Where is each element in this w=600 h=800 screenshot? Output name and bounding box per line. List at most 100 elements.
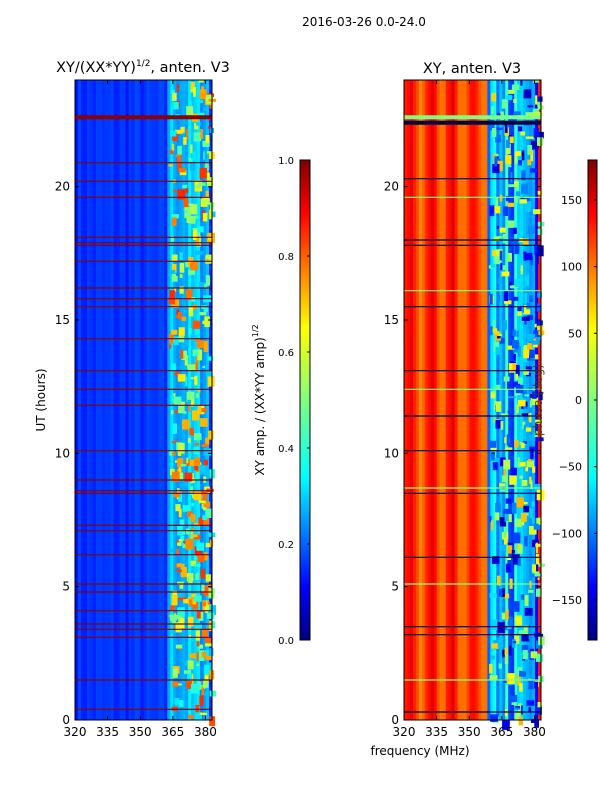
phase-channel-column — [469, 80, 473, 720]
phase-speckle — [535, 706, 542, 715]
phase-speckle — [520, 80, 523, 86]
phase-speckle — [495, 420, 504, 429]
amp-speckle — [194, 555, 197, 561]
amp-speckle — [199, 167, 207, 179]
amp-speckle — [195, 250, 204, 255]
phase-speckle — [529, 572, 538, 578]
phase-speckle — [499, 589, 503, 597]
phase-speckle — [523, 251, 527, 261]
phase-speckle — [523, 369, 529, 375]
amp-speckle — [181, 337, 190, 347]
amp-colorbar-tick-label: 0.0 — [278, 636, 294, 647]
amp-speckle — [184, 355, 188, 366]
phase-speckle — [489, 516, 492, 522]
amp-speckle — [170, 363, 177, 372]
amp-speckle — [168, 548, 173, 553]
phase-speckle — [530, 397, 539, 406]
phase-x-tick-label: 320 — [393, 725, 416, 739]
phase-speckle — [511, 502, 517, 514]
amp-channel-column — [104, 80, 109, 720]
phase-speckle — [505, 143, 511, 155]
amp-speckle — [204, 316, 210, 328]
amp-speckle — [173, 189, 177, 193]
phase-speckle — [503, 526, 507, 538]
amp-speckle — [194, 712, 202, 720]
amp-speckle — [181, 365, 188, 370]
phase-speckle — [507, 379, 514, 390]
phase-colorbar-tick-label: 150 — [561, 194, 582, 207]
amp-channel-column — [110, 80, 115, 720]
amp-speckle — [202, 107, 207, 111]
amp-speckle — [187, 364, 196, 371]
amp-speckle — [191, 683, 199, 694]
phase-speckle — [536, 303, 541, 312]
phase-speckle — [514, 195, 519, 203]
amp-speckle — [170, 614, 178, 621]
phase-speckle — [504, 447, 513, 450]
amp-speckle — [178, 168, 186, 173]
phase-speckle — [512, 363, 517, 371]
amp-speckle — [185, 203, 194, 206]
phase-speckle — [503, 625, 509, 631]
amp-speckle — [182, 184, 188, 189]
amp-title-sup: 1/2 — [136, 59, 150, 69]
amp-speckle — [190, 144, 193, 154]
amp-speckle — [188, 573, 193, 584]
amp-panel: XY/(XX*YY)1/2, anten. V3 320 335 350 365 380… — [34, 59, 230, 739]
amp-speckle — [172, 590, 177, 595]
phase-speckle — [497, 336, 501, 339]
amp-speckle — [193, 563, 201, 567]
amp-speckle — [184, 210, 188, 213]
phase-speckle — [504, 647, 508, 655]
amp-speckle — [189, 158, 193, 166]
amp-speckle — [177, 451, 182, 456]
phase-speckle — [507, 545, 513, 554]
phase-channel-column — [466, 80, 470, 720]
amp-speckle — [203, 306, 208, 313]
amp-speckle — [171, 214, 179, 218]
amp-speckle — [179, 401, 185, 405]
phase-speckle — [494, 401, 497, 410]
phase-channel-column — [514, 80, 518, 720]
phase-speckle — [491, 106, 494, 115]
phase-speckle — [524, 201, 532, 212]
amp-speckle — [205, 161, 209, 171]
amp-speckle — [205, 543, 211, 548]
amp-speckle — [201, 601, 207, 607]
phase-xlabel: frequency (MHz) — [370, 744, 469, 758]
amp-speckle — [191, 502, 194, 507]
amp-channel-column — [80, 80, 85, 720]
phase-speckle — [538, 563, 545, 567]
phase-speckle — [505, 563, 511, 573]
amp-speckle — [205, 437, 210, 446]
amp-speckle — [187, 438, 191, 443]
phase-speckle — [529, 580, 532, 589]
amp-speckle — [172, 134, 178, 141]
amp-speckle — [203, 501, 211, 508]
phase-speckle — [503, 679, 507, 683]
phase-channel-column — [445, 80, 450, 720]
amp-speckle — [196, 122, 201, 126]
amp-speckle — [196, 641, 200, 647]
phase-speckle — [529, 209, 537, 216]
figure-title: 2016-03-26 0.0-24.0 — [302, 15, 426, 29]
phase-channel-column — [448, 80, 453, 720]
amp-speckle — [196, 610, 201, 619]
phase-speckle — [535, 588, 542, 597]
amp-speckle — [197, 406, 202, 415]
amp-speckle — [187, 616, 194, 627]
amp-title-suffix: , anten. V3 — [150, 60, 229, 76]
amp-channel-column — [119, 80, 124, 720]
phase-speckle — [508, 396, 516, 399]
phase-channel-column — [463, 80, 467, 720]
phase-speckle — [521, 502, 528, 505]
phase-speckle — [517, 557, 521, 566]
amp-speckle — [198, 611, 204, 621]
phase-speckle — [534, 681, 539, 689]
amp-speckle — [177, 189, 186, 200]
amp-speckle — [189, 599, 193, 607]
phase-speckle — [515, 278, 521, 288]
amp-speckle — [187, 673, 192, 682]
phase-speckle — [514, 181, 519, 187]
amp-speckle — [208, 236, 213, 240]
